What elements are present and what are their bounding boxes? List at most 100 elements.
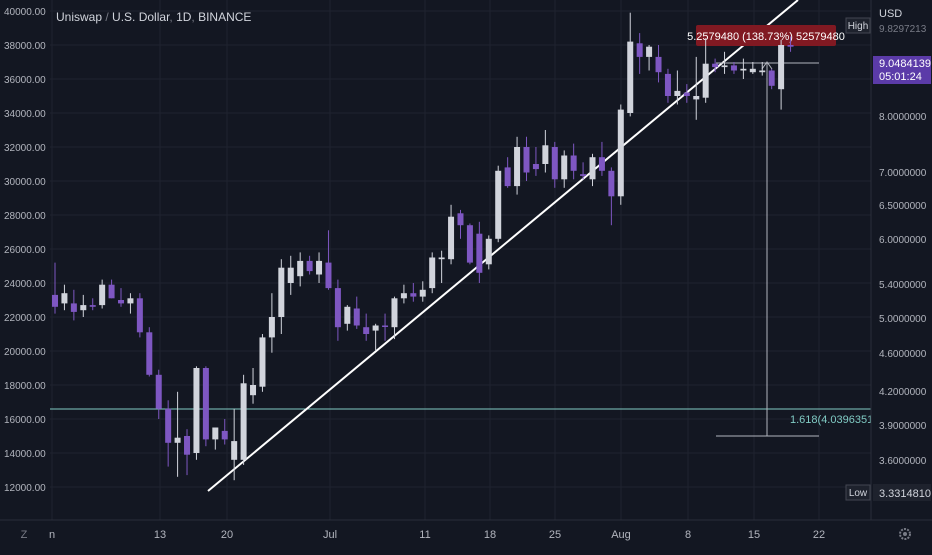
candle[interactable] [532,147,539,176]
candle[interactable] [118,288,125,307]
candle[interactable] [664,68,671,103]
candle[interactable] [297,252,304,287]
candle[interactable] [759,62,766,76]
candle[interactable] [89,298,96,311]
candle[interactable] [655,45,662,83]
left-tick-label: 28000.00 [4,211,46,222]
candle[interactable] [429,252,436,294]
candle[interactable] [410,283,417,302]
candle[interactable] [514,136,521,195]
left-tick-label: 22000.00 [4,313,46,324]
candle[interactable] [61,284,68,311]
candle[interactable] [193,366,200,460]
candle[interactable] [617,104,624,205]
candle[interactable] [646,45,653,71]
candle[interactable] [70,289,77,321]
candle[interactable] [542,130,549,173]
candle[interactable] [457,209,464,239]
measure-tool[interactable]: 5.2579480 (138.73%) 52579480 [687,25,845,437]
candle[interactable] [551,141,558,188]
candle[interactable] [231,408,238,481]
candle[interactable] [400,284,407,304]
candle[interactable] [391,296,398,340]
candle-body [495,170,502,239]
candle-body [570,155,577,171]
candle[interactable] [778,39,785,110]
candle[interactable] [344,305,351,331]
candle-body [184,436,191,455]
candle[interactable] [108,279,115,299]
candle[interactable] [740,58,747,79]
candle[interactable] [438,250,445,283]
candle[interactable] [561,150,568,188]
candle[interactable] [240,374,247,465]
candle[interactable] [627,12,634,117]
candle-body [108,284,115,299]
candle[interactable] [448,204,455,265]
time-axis[interactable]: n 13 20 Jul 11 18 25 Aug 8 15 22 Z [0,519,932,550]
candle[interactable] [146,327,153,377]
candle[interactable] [683,84,690,103]
candle[interactable] [221,419,228,445]
candle[interactable] [212,427,219,450]
candle[interactable] [768,68,775,90]
candle[interactable] [259,334,266,392]
candle[interactable] [636,33,643,74]
candle[interactable] [165,400,172,467]
candle[interactable] [363,313,370,341]
candle[interactable] [504,157,511,188]
candle[interactable] [674,70,681,105]
candle[interactable] [99,279,106,309]
candle[interactable] [127,293,134,314]
gear-icon[interactable] [899,528,911,540]
candle[interactable] [787,36,794,52]
candle[interactable] [202,366,209,447]
candle[interactable] [523,136,530,181]
candle[interactable] [136,293,143,338]
candle[interactable] [570,143,577,180]
candle[interactable] [749,62,756,74]
candle[interactable] [598,141,605,176]
candle[interactable] [721,51,728,74]
candle[interactable] [184,429,191,476]
candle[interactable] [382,313,389,341]
candle[interactable] [80,294,87,317]
candle[interactable] [334,279,341,341]
candles[interactable] [52,12,794,481]
candle[interactable] [730,62,737,74]
candle[interactable] [476,221,483,283]
candle[interactable] [250,368,257,404]
candle[interactable] [702,38,709,103]
candle[interactable] [306,255,313,275]
candle[interactable] [325,230,332,290]
candle-body [617,109,624,197]
candle[interactable] [466,223,473,265]
left-price-axis[interactable]: 40000.00 38000.00 36000.00 34000.00 32000.00… [4,7,46,494]
candle[interactable] [278,259,285,334]
candle[interactable] [419,281,426,302]
trend-line[interactable] [207,0,799,492]
candle[interactable] [485,235,492,270]
candle[interactable] [608,167,615,226]
zoom-icon[interactable]: Z [21,529,28,541]
right-price-axis[interactable]: USD 8.0000000 7.0000000 6.5000000 6.0000000… [845,0,932,520]
candle[interactable] [495,165,502,243]
candle[interactable] [372,323,379,351]
candle[interactable] [155,369,162,419]
candle[interactable] [712,58,719,73]
candle[interactable] [174,391,181,477]
candle[interactable] [353,296,360,329]
candle[interactable] [693,56,700,120]
time-tick-label: Aug [611,529,631,541]
candle[interactable] [580,162,587,180]
candle[interactable] [268,293,275,353]
fib-label: 1.618(4.0396351) [790,414,877,426]
candle[interactable] [589,153,596,187]
candle[interactable] [52,262,58,314]
candle[interactable] [316,252,323,283]
high-tag: High [848,21,869,32]
candle[interactable] [287,255,294,295]
candle-body [457,213,464,226]
